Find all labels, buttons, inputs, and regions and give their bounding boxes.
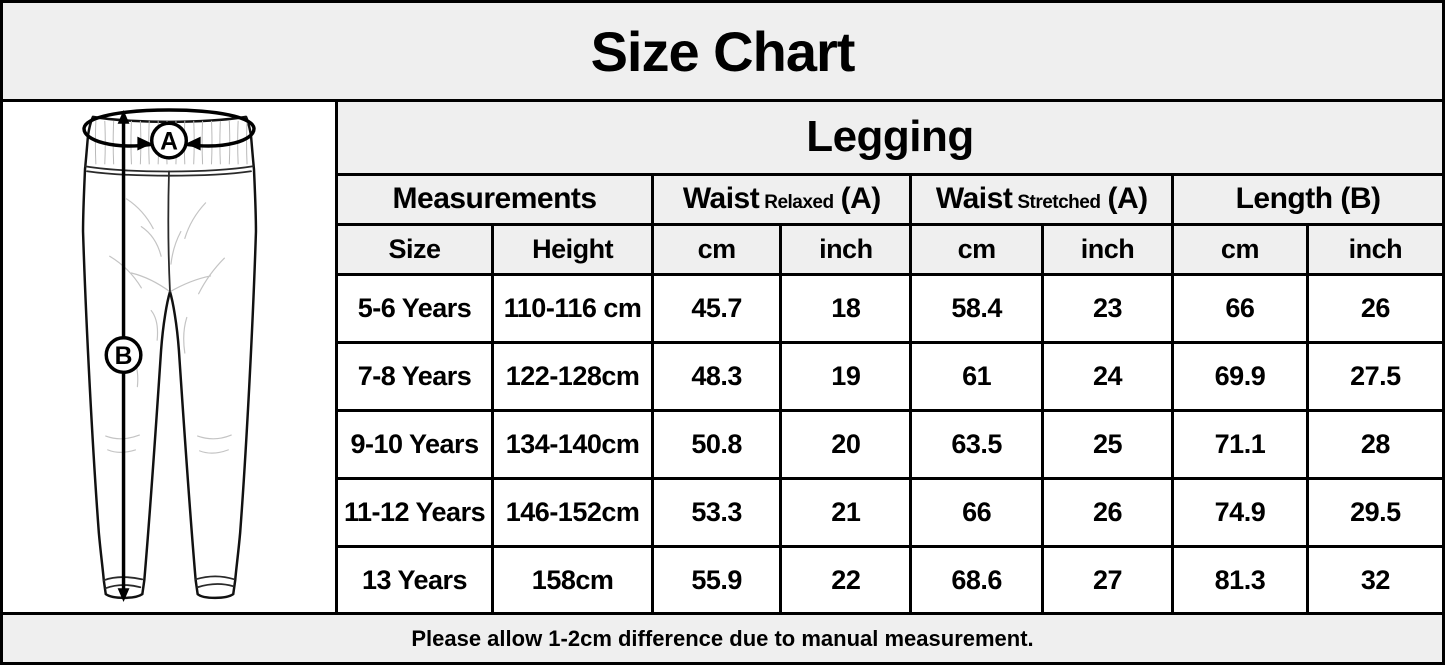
cell-length-inch: 26 — [1305, 272, 1442, 344]
table-row: 11-12 Years 146-152cm 53.3 21 66 26 74.9… — [338, 477, 1442, 549]
cell-waist-relaxed-cm: 55.9 — [651, 545, 783, 612]
table-row: 5-6 Years 110-116 cm 45.7 18 58.4 23 66 … — [338, 272, 1442, 344]
cell-height: 146-152cm — [491, 477, 655, 549]
table-title-row: Legging — [338, 102, 1442, 176]
column-header-waist-stretched-cm: cm — [909, 222, 1044, 276]
column-header-length-cm: cm — [1171, 222, 1309, 276]
waist-arrowhead-right — [185, 136, 201, 151]
header-length: Length (B) — [1171, 172, 1442, 226]
cell-waist-stretched-cm: 68.6 — [909, 545, 1044, 612]
cell-waist-relaxed-inch: 18 — [779, 272, 913, 344]
main-content: A B Legging Measurements — [3, 102, 1442, 612]
cell-height: 158cm — [491, 545, 655, 612]
cell-height: 134-140cm — [491, 408, 655, 481]
column-header-length-inch: inch — [1305, 222, 1442, 276]
size-table: Legging Measurements Waist Relaxed (A) Wai… — [338, 102, 1442, 612]
column-header-height: Height — [491, 222, 655, 276]
header-waist-relaxed: Waist Relaxed (A) — [651, 172, 913, 226]
length-arrowhead-top — [117, 109, 130, 124]
legging-outline — [81, 115, 258, 600]
cell-length-cm: 74.9 — [1171, 477, 1309, 549]
header-waist-stretched-ref: (A) — [1107, 182, 1148, 215]
cell-length-inch: 29.5 — [1305, 477, 1442, 549]
waist-arrowhead-left — [137, 136, 153, 151]
header-measurements: Measurements — [338, 172, 655, 226]
cell-waist-relaxed-inch: 19 — [779, 340, 913, 412]
cell-length-cm: 71.1 — [1171, 408, 1309, 481]
table-title: Legging — [338, 102, 1442, 176]
header-waist-stretched: Waist Stretched (A) — [909, 172, 1175, 226]
cell-waist-relaxed-cm: 50.8 — [651, 408, 783, 481]
header-waist-relaxed-qualifier: Relaxed — [764, 192, 834, 213]
waist-measure-ellipse — [82, 108, 256, 148]
legging-figure-panel: A B — [3, 102, 338, 612]
header-waist-stretched-qualifier: Stretched — [1017, 192, 1101, 213]
cell-waist-relaxed-inch: 20 — [779, 408, 913, 481]
legging-sketch-image: A B — [81, 108, 258, 603]
column-header-waist-stretched-inch: inch — [1040, 222, 1175, 276]
length-label-badge — [104, 336, 143, 375]
cell-waist-stretched-inch: 24 — [1040, 340, 1175, 412]
waist-label-text: A — [160, 129, 178, 156]
measurement-disclaimer: Please allow 1-2cm difference due to man… — [3, 612, 1442, 662]
cell-length-cm: 66 — [1171, 272, 1309, 344]
column-header-waist-relaxed-inch: inch — [779, 222, 913, 276]
cell-size: 7-8 Years — [338, 340, 495, 412]
cell-size: 5-6 Years — [338, 272, 495, 344]
column-header-row: Size Height cm inch cm inch cm inch — [338, 222, 1442, 276]
cell-height: 122-128cm — [491, 340, 655, 412]
table-row: 13 Years 158cm 55.9 22 68.6 27 81.3 32 — [338, 545, 1442, 612]
length-label-text: B — [115, 343, 133, 370]
column-header-size: Size — [338, 222, 495, 276]
header-waist-relaxed-ref: (A) — [840, 182, 882, 215]
table-row: 7-8 Years 122-128cm 48.3 19 61 24 69.9 2… — [338, 340, 1442, 412]
cell-waist-stretched-cm: 63.5 — [909, 408, 1044, 481]
cell-waist-stretched-inch: 26 — [1040, 477, 1175, 549]
header-waist-relaxed-main: Waist — [682, 182, 760, 215]
cell-height: 110-116 cm — [491, 272, 655, 344]
cell-size: 9-10 Years — [338, 408, 495, 481]
cell-waist-stretched-inch: 25 — [1040, 408, 1175, 481]
cell-waist-stretched-cm: 58.4 — [909, 272, 1044, 344]
header-waist-stretched-main: Waist — [935, 182, 1013, 215]
centre-seam — [167, 170, 171, 293]
cell-waist-relaxed-cm: 45.7 — [651, 272, 783, 344]
cell-size: 11-12 Years — [338, 477, 495, 549]
cell-length-cm: 81.3 — [1171, 545, 1309, 612]
cell-waist-stretched-inch: 23 — [1040, 272, 1175, 344]
cell-waist-relaxed-cm: 48.3 — [651, 340, 783, 412]
cell-waist-relaxed-inch: 21 — [779, 477, 913, 549]
column-header-waist-relaxed-cm: cm — [651, 222, 783, 276]
page-title: Size Chart — [3, 3, 1442, 102]
cell-waist-stretched-cm: 61 — [909, 340, 1044, 412]
cell-length-cm: 69.9 — [1171, 340, 1309, 412]
cell-waist-stretched-cm: 66 — [909, 477, 1044, 549]
table-row: 9-10 Years 134-140cm 50.8 20 63.5 25 71.… — [338, 408, 1442, 481]
cell-length-inch: 27.5 — [1305, 340, 1442, 412]
waist-label-badge — [149, 121, 189, 160]
group-header-row: Measurements Waist Relaxed (A) Waist Stretc… — [338, 172, 1442, 226]
size-table-container: Legging Measurements Waist Relaxed (A) Wai… — [338, 102, 1442, 612]
cell-waist-relaxed-inch: 22 — [779, 545, 913, 612]
cell-waist-stretched-inch: 27 — [1040, 545, 1175, 612]
cell-size: 13 Years — [338, 545, 495, 612]
cell-waist-relaxed-cm: 53.3 — [651, 477, 783, 549]
cell-length-inch: 28 — [1305, 408, 1442, 481]
cell-length-inch: 32 — [1305, 545, 1442, 612]
length-arrowhead-bottom — [117, 588, 130, 603]
